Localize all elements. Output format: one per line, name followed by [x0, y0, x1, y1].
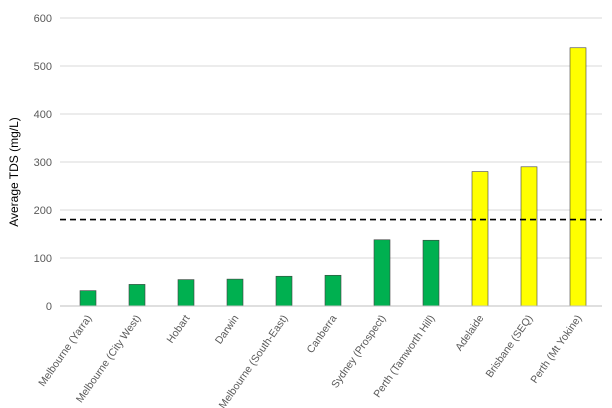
x-tick-label: Sydney (Prospect) [329, 313, 388, 391]
bar [471, 171, 489, 307]
x-tick-label: Adelaide [453, 313, 486, 353]
bar [177, 279, 195, 307]
bar [520, 166, 538, 307]
bar [79, 290, 97, 307]
y-tick-label: 600 [34, 13, 52, 25]
bar [128, 284, 146, 307]
bar [324, 274, 342, 307]
x-axis: Melbourne (Yarra)Melbourne (City West) Ho… [36, 305, 602, 408]
x-tick-label: Melbourne (Yarra) [36, 313, 94, 389]
y-axis: 0 100 200 300 400 500 600 [34, 13, 52, 313]
x-tick-label: Brisbane (SEQ) [483, 313, 535, 380]
bars [79, 47, 587, 307]
y-tick-label: 200 [34, 205, 52, 217]
y-tick-label: 0 [46, 301, 52, 313]
x-tick-label: Perth (Mt Yokine) [528, 313, 584, 386]
gridlines [60, 17, 602, 259]
y-tick-label: 100 [34, 253, 52, 265]
bar [275, 275, 293, 307]
x-tick-label: Hobart [165, 313, 193, 346]
bar [422, 239, 440, 307]
bar [569, 47, 587, 307]
y-tick-label: 300 [34, 157, 52, 169]
x-tick-label: Canberra [305, 313, 340, 356]
y-axis-label: Average TDS (mg/L) [7, 117, 21, 227]
y-tick-label: 400 [34, 109, 52, 121]
bar [226, 278, 244, 307]
x-tick-label: Darwin [213, 313, 242, 347]
bar [373, 239, 391, 307]
y-tick-label: 500 [34, 61, 52, 73]
